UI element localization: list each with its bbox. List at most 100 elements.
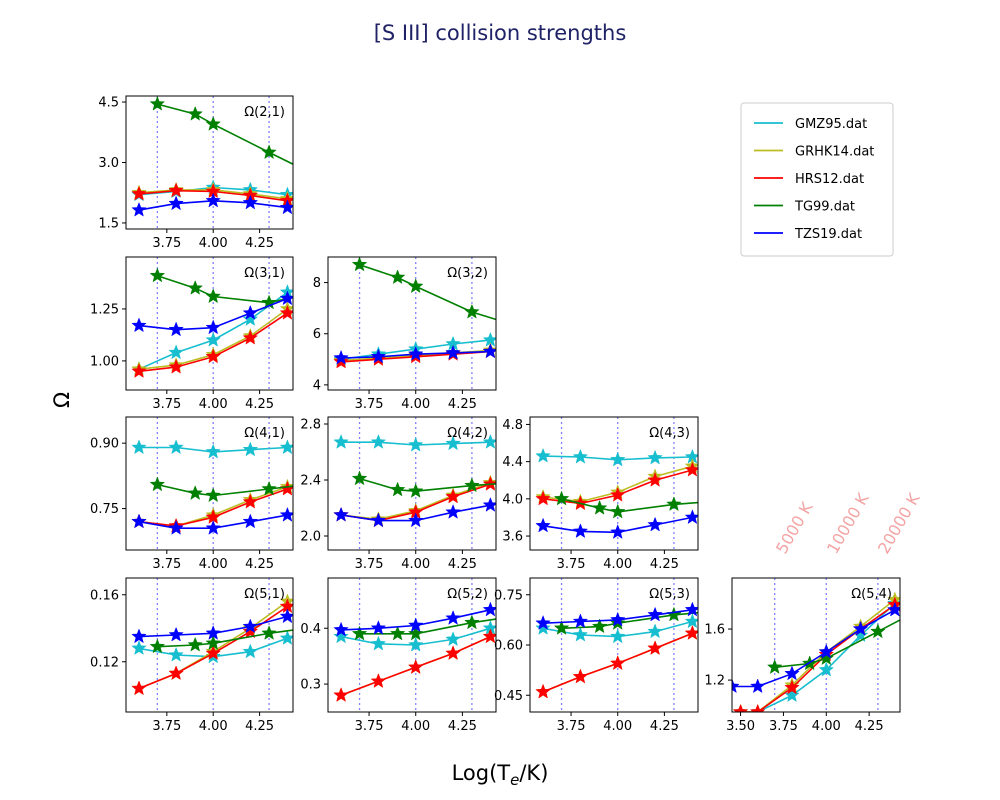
data-point-star bbox=[407, 625, 424, 641]
y-tick-label: 1.6 bbox=[704, 623, 725, 638]
data-point-star bbox=[333, 621, 349, 637]
data-point-star bbox=[205, 348, 221, 364]
y-tick-label: 0.75 bbox=[90, 502, 119, 517]
legend: GMZ95.dat GRHK14.dat HRS12.dat TG99.dat TZS1… bbox=[740, 102, 894, 257]
y-tick-label: 0.3 bbox=[300, 678, 321, 693]
y-tick-label: 4 bbox=[313, 378, 321, 393]
axes-frame bbox=[327, 416, 497, 551]
y-tick-label: 4.0 bbox=[502, 492, 523, 507]
legend-item: GRHK14.dat bbox=[754, 145, 874, 160]
y-axis-label: Ω bbox=[50, 392, 74, 408]
data-point-star bbox=[242, 513, 259, 529]
data-point-star bbox=[464, 477, 480, 493]
x-tick-label: 3.75 bbox=[355, 397, 384, 412]
data-point-star bbox=[784, 665, 800, 681]
x-tick-label: 4.25 bbox=[650, 719, 679, 734]
data-point-star bbox=[553, 490, 570, 506]
temp-label-10000: 10000 K bbox=[823, 489, 873, 557]
data-point-star bbox=[535, 620, 551, 635]
axes-frame bbox=[125, 256, 294, 391]
axes-frame bbox=[125, 416, 294, 551]
data-point-star bbox=[131, 317, 147, 333]
legend-label: TZS19.dat bbox=[794, 227, 862, 242]
data-point-star bbox=[407, 345, 424, 361]
y-tick-label: 3.6 bbox=[502, 530, 523, 545]
x-axis-label-main: Log(T bbox=[452, 761, 511, 785]
data-point-star bbox=[591, 618, 608, 634]
data-point-star bbox=[370, 620, 387, 635]
data-point-star bbox=[609, 628, 626, 644]
data-point-star bbox=[502, 316, 516, 330]
plot-content bbox=[535, 417, 698, 550]
y-tick-label: 6 bbox=[313, 327, 321, 342]
y-tick-label: 0.45 bbox=[494, 689, 523, 704]
x-axis-label-sub: e bbox=[510, 771, 519, 789]
x-tick-label: 4.00 bbox=[401, 557, 430, 572]
x-tick-label: 4.25 bbox=[448, 397, 477, 412]
data-point-star bbox=[445, 435, 461, 451]
data-point-star bbox=[502, 475, 516, 489]
data-point-star bbox=[407, 436, 424, 452]
x-tick-label: 3.75 bbox=[152, 719, 181, 734]
y-tick-label: 0.75 bbox=[494, 588, 523, 603]
data-point-star bbox=[131, 640, 147, 655]
data-point-star bbox=[591, 499, 608, 515]
data-point-star bbox=[407, 278, 424, 294]
x-tick-label: 4.00 bbox=[812, 719, 841, 734]
data-point-star bbox=[205, 116, 221, 131]
data-point-star bbox=[168, 344, 184, 360]
y-tick-label: 4.4 bbox=[502, 455, 523, 470]
x-tick-label: 3.75 bbox=[557, 557, 586, 572]
panel-label: Ω(4,3) bbox=[649, 426, 690, 441]
subplot-9: 3.75 4.00 4.25 0.45 0.60 0.75 Ω(5,3) bbox=[494, 577, 699, 734]
data-point-star bbox=[905, 606, 919, 620]
subplot-4: 3.75 4.00 4.25 0.75 0.90 Ω(4,1) bbox=[90, 416, 294, 572]
plot-area bbox=[328, 257, 496, 390]
data-point-star bbox=[242, 194, 259, 210]
data-point-star bbox=[445, 645, 461, 660]
data-point-star bbox=[502, 610, 516, 624]
legend-label: GMZ95.dat bbox=[795, 117, 867, 132]
y-tick-label: 2.0 bbox=[300, 530, 321, 545]
data-point-star bbox=[333, 433, 349, 449]
data-point-star bbox=[131, 439, 147, 455]
data-point-star bbox=[187, 105, 203, 121]
data-point-star bbox=[445, 609, 461, 625]
axes-frame bbox=[327, 577, 497, 713]
data-point-star bbox=[205, 645, 221, 660]
data-point-star bbox=[242, 643, 259, 659]
x-tick-label: 4.00 bbox=[603, 557, 632, 572]
panel-label: Ω(5,1) bbox=[244, 587, 285, 602]
data-point-star bbox=[572, 613, 589, 629]
data-point-star bbox=[351, 625, 368, 641]
y-tick-label: 1.2 bbox=[704, 674, 725, 689]
temp-label-20000: 20000 K bbox=[874, 489, 924, 557]
data-point-star bbox=[333, 349, 349, 365]
legend-item: HRS12.dat bbox=[754, 172, 864, 187]
data-point-star bbox=[647, 623, 663, 639]
data-point-star bbox=[389, 481, 406, 497]
panel-label: Ω(5,2) bbox=[447, 587, 488, 602]
subplot-8: 3.75 4.00 4.25 0.3 0.4 Ω(5,2) bbox=[300, 577, 516, 734]
axes-frame bbox=[529, 416, 699, 551]
data-point-star bbox=[464, 303, 480, 319]
data-point-star bbox=[205, 443, 221, 459]
data-point-star bbox=[818, 661, 835, 677]
data-point-star bbox=[572, 448, 589, 464]
series-line bbox=[740, 599, 896, 712]
plot-content bbox=[131, 578, 293, 712]
data-point-star bbox=[370, 635, 387, 651]
plot-content bbox=[535, 578, 698, 712]
y-tick-label: 1.5 bbox=[98, 216, 119, 231]
data-point-star bbox=[261, 480, 277, 496]
data-point-star bbox=[784, 679, 800, 695]
data-point-star bbox=[407, 636, 424, 652]
data-point-star bbox=[149, 96, 166, 111]
x-tick-label: 3.75 bbox=[152, 397, 181, 412]
data-point-star bbox=[205, 319, 221, 335]
data-point-star bbox=[187, 280, 203, 295]
data-point-star bbox=[131, 513, 147, 529]
data-point-star bbox=[609, 611, 626, 627]
x-tick-label: 4.00 bbox=[603, 719, 632, 734]
